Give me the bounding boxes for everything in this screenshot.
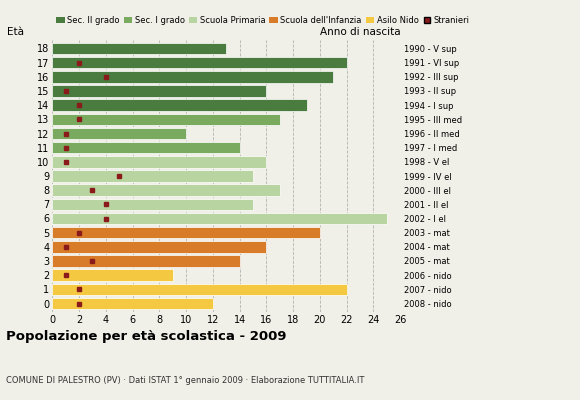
Bar bbox=[52, 227, 320, 238]
Bar bbox=[52, 114, 280, 125]
Bar bbox=[52, 269, 173, 281]
Bar bbox=[52, 128, 186, 139]
Bar bbox=[52, 241, 266, 253]
Bar bbox=[52, 213, 387, 224]
Bar bbox=[52, 71, 334, 83]
Text: Età: Età bbox=[7, 27, 24, 37]
Bar bbox=[52, 156, 266, 168]
Legend: Sec. II grado, Sec. I grado, Scuola Primaria, Scuola dell'Infanzia, Asilo Nido, : Sec. II grado, Sec. I grado, Scuola Prim… bbox=[56, 16, 470, 25]
Bar bbox=[52, 43, 226, 54]
Bar bbox=[52, 170, 253, 182]
Text: Anno di nascita: Anno di nascita bbox=[320, 27, 400, 37]
Bar bbox=[52, 99, 306, 111]
Bar bbox=[52, 142, 240, 154]
Bar bbox=[52, 284, 347, 295]
Text: Popolazione per età scolastica - 2009: Popolazione per età scolastica - 2009 bbox=[6, 330, 287, 343]
Bar bbox=[52, 57, 347, 68]
Bar bbox=[52, 184, 280, 196]
Bar bbox=[52, 255, 240, 267]
Bar bbox=[52, 85, 266, 97]
Text: COMUNE DI PALESTRO (PV) · Dati ISTAT 1° gennaio 2009 · Elaborazione TUTTITALIA.I: COMUNE DI PALESTRO (PV) · Dati ISTAT 1° … bbox=[6, 376, 364, 385]
Bar bbox=[52, 198, 253, 210]
Bar bbox=[52, 298, 213, 309]
